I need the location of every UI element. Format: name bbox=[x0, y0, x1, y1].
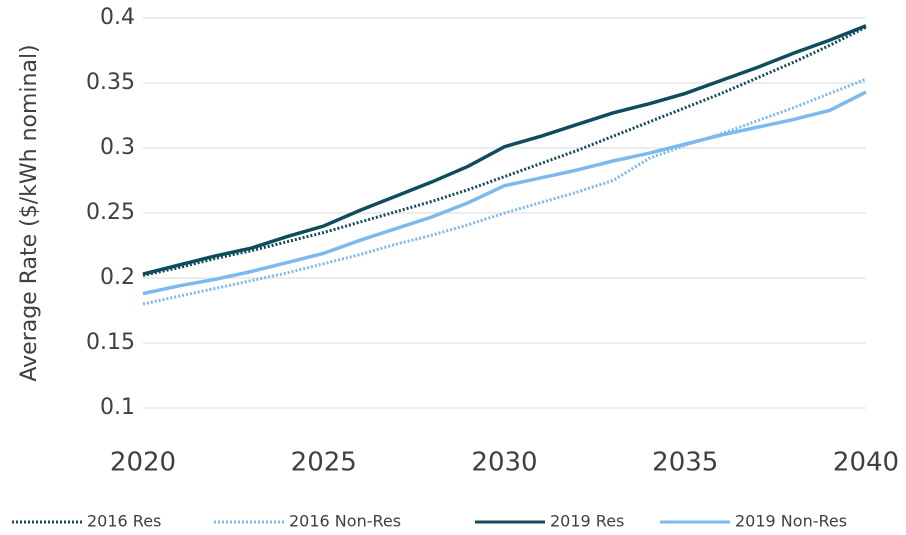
y-tick-label: 0.4 bbox=[100, 5, 135, 30]
y-tick-label: 0.3 bbox=[100, 135, 135, 160]
x-tick-label: 2020 bbox=[110, 448, 176, 478]
legend-label: 2019 Non-Res bbox=[735, 512, 847, 531]
y-tick-label: 0.15 bbox=[86, 330, 135, 355]
x-tick-label: 2025 bbox=[291, 448, 357, 478]
series-line bbox=[142, 25, 867, 277]
y-tick-label: 0.1 bbox=[100, 395, 135, 420]
legend-label: 2016 Non-Res bbox=[289, 512, 401, 531]
x-tick-label: 2040 bbox=[833, 448, 899, 478]
y-tick-label: 0.25 bbox=[86, 200, 135, 225]
x-tick-label: 2035 bbox=[652, 448, 718, 478]
legend-label: 2019 Res bbox=[550, 512, 624, 531]
legend-label: 2016 Res bbox=[87, 512, 161, 531]
y-tick-label: 0.2 bbox=[100, 265, 135, 290]
series-line bbox=[142, 90, 867, 296]
series-line bbox=[142, 77, 867, 306]
y-tick-label: 0.35 bbox=[86, 70, 135, 95]
y-axis-label: Average Rate ($/kWh nominal) bbox=[17, 44, 42, 381]
x-tick-label: 2030 bbox=[471, 448, 537, 478]
series-line bbox=[142, 24, 867, 276]
